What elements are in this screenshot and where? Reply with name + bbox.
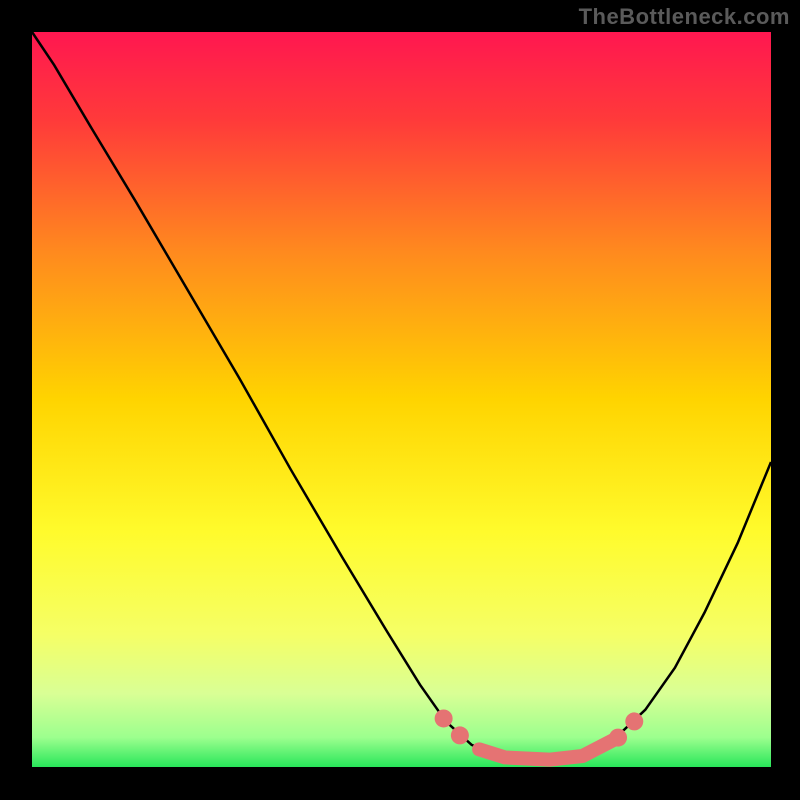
watermark-label: TheBottleneck.com [579, 4, 790, 30]
sweet-spot-dot [451, 726, 469, 744]
sweet-spot-dot [609, 729, 627, 747]
chart-canvas: TheBottleneck.com [0, 0, 800, 800]
plot-area [32, 32, 771, 767]
sweet-spot-dot [625, 712, 643, 730]
sweet-spot-dot [435, 709, 453, 727]
chart-svg [32, 32, 771, 767]
